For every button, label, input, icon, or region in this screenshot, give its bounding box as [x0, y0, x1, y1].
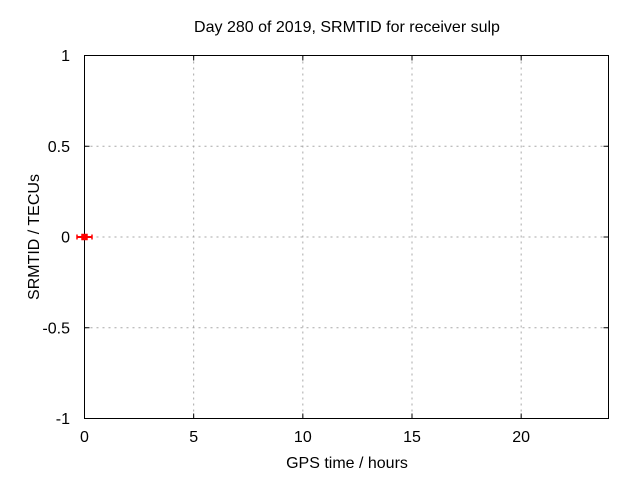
x-tick-label: 0: [80, 429, 89, 446]
y-tick-label: 1: [61, 48, 70, 65]
y-tick-label: 0.5: [48, 139, 70, 156]
x-axis-label: GPS time / hours: [286, 455, 408, 472]
y-tick-label: -1: [56, 411, 70, 428]
y-tick-label: -0.5: [42, 320, 70, 337]
x-tick-label: 5: [189, 429, 198, 446]
x-tick-label: 15: [403, 429, 421, 446]
chart-title: Day 280 of 2019, SRMTID for receiver sul…: [194, 19, 500, 36]
y-tick-label: 0: [61, 230, 70, 247]
x-tick-label: 10: [294, 429, 312, 446]
x-tick-label: 20: [512, 429, 530, 446]
data-point-marker: [81, 233, 88, 241]
